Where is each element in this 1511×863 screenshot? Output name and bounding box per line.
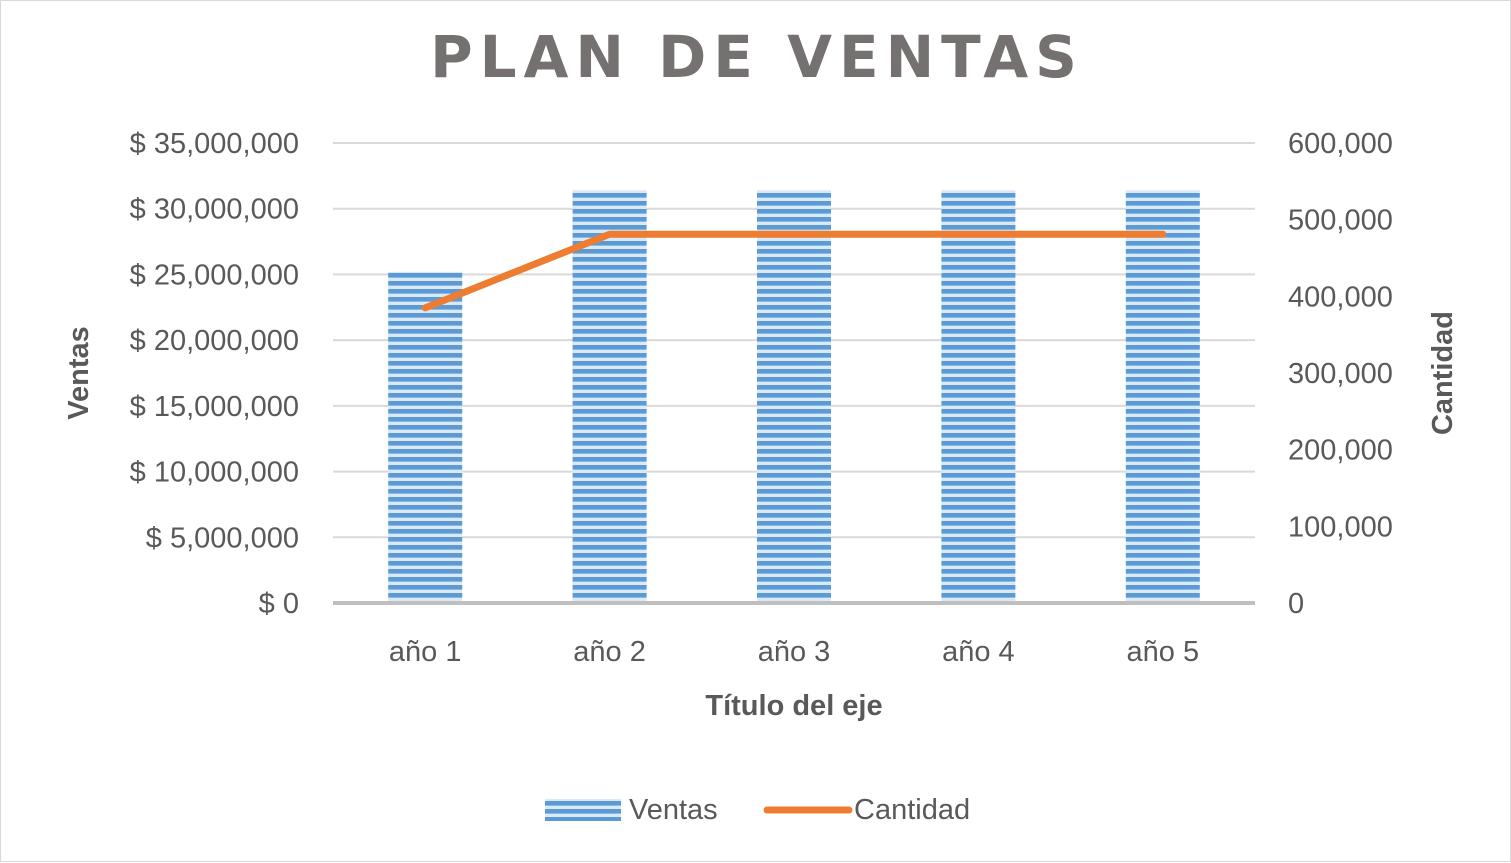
bar (757, 190, 831, 603)
y-tick-label: $ 20,000,000 (130, 325, 299, 357)
legend-swatch-ventas (545, 799, 621, 821)
y2-tick-label: 300,000 (1288, 358, 1393, 390)
y-tick-label: $ 25,000,000 (130, 259, 299, 291)
bar (1126, 190, 1200, 603)
y2-tick-label: 100,000 (1288, 511, 1393, 543)
legend: Ventas Cantidad (545, 794, 970, 826)
legend-label-ventas: Ventas (629, 794, 718, 826)
y2-tick-label: 400,000 (1288, 281, 1393, 313)
y2-tick-label: 500,000 (1288, 205, 1393, 237)
y-tick-label: $ 5,000,000 (146, 522, 299, 554)
legend-label-cantidad: Cantidad (854, 794, 970, 826)
y2-tick-label: 600,000 (1288, 128, 1393, 160)
x-axis-ticks: año 1 año 2 año 3 año 4 año 5 (389, 636, 1199, 668)
y-axis-ticks: $ 0 $ 5,000,000 $ 10,000,000 $ 15,000,000 $ … (130, 128, 299, 620)
bar (573, 190, 647, 603)
x-tick-label: año 4 (942, 636, 1015, 668)
bar-series (388, 190, 1200, 603)
y2-axis-title: Cantidad (1427, 311, 1459, 435)
x-tick-label: año 1 (389, 636, 462, 668)
x-tick-label: año 5 (1127, 636, 1200, 668)
y-tick-label: $ 15,000,000 (130, 391, 299, 423)
y-tick-label: $ 10,000,000 (130, 457, 299, 489)
y-tick-label: $ 0 (259, 588, 299, 620)
x-tick-label: año 2 (573, 636, 646, 668)
bar (388, 272, 462, 603)
y2-axis-ticks: 0 100,000 200,000 300,000 400,000 500,000 600,… (1288, 128, 1393, 620)
y-tick-label: $ 30,000,000 (130, 194, 299, 226)
y2-tick-label: 0 (1288, 588, 1304, 620)
y2-tick-label: 200,000 (1288, 435, 1393, 467)
bar (941, 190, 1015, 603)
chart-title: PLAN DE VENTAS (430, 23, 1084, 91)
x-axis-title: Título del eje (705, 690, 882, 722)
x-tick-label: año 3 (758, 636, 831, 668)
y-axis-title: Ventas (63, 326, 95, 420)
y-tick-label: $ 35,000,000 (130, 128, 299, 160)
